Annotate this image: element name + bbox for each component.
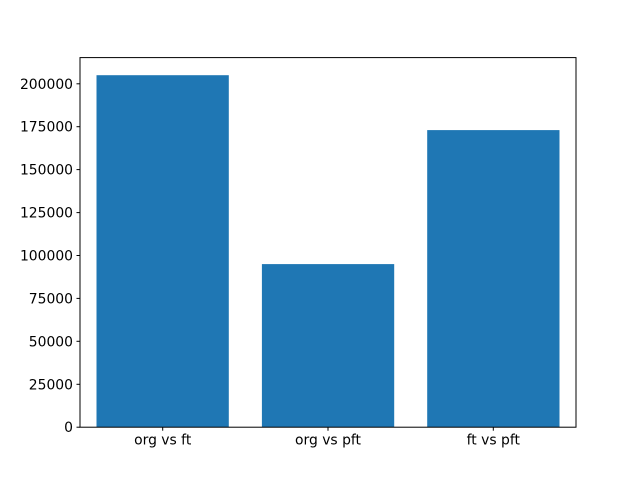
y-tick-label: 200000	[20, 77, 73, 93]
y-tick-label: 25000	[29, 377, 73, 393]
y-tick-label: 75000	[29, 291, 73, 307]
x-tick-label: org vs ft	[134, 433, 192, 449]
y-tick-label: 0	[64, 420, 73, 436]
x-tick-label: org vs pft	[295, 433, 362, 449]
bar	[261, 264, 395, 428]
y-tick-label: 125000	[20, 206, 73, 222]
y-tick-label: 50000	[29, 334, 73, 350]
x-tick-label: ft vs pft	[467, 433, 521, 449]
y-tick-label: 150000	[20, 163, 73, 179]
y-tick-label: 100000	[20, 249, 73, 265]
y-tick-label: 175000	[20, 120, 73, 136]
bar	[96, 75, 229, 428]
bar	[427, 130, 560, 428]
